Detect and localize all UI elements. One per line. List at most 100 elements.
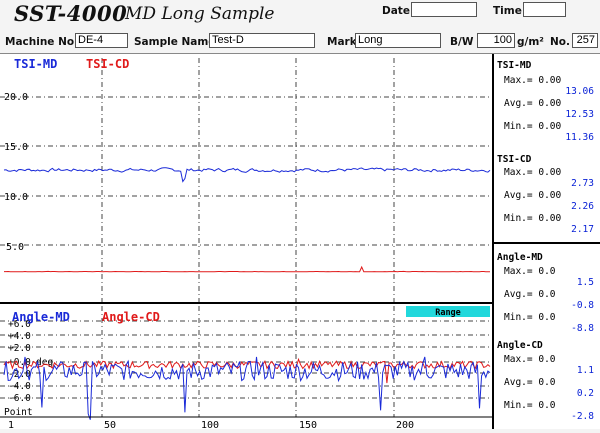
chart-divider — [0, 302, 492, 304]
stats-avg-value: -0.8 — [571, 300, 594, 311]
tsi-md-series-line — [3, 167, 491, 183]
unit-label-deg: deg. — [36, 357, 59, 368]
avg-zero: 0.00 — [538, 98, 562, 109]
stats-max-label: Max.= 0.0 — [504, 354, 556, 365]
stats-sidebar: TSI-MD Max.= 0.00 13.06 Avg.= 0.00 12.53… — [492, 54, 600, 429]
min-label: Min.= — [504, 213, 533, 224]
max-label: Max.= — [504, 167, 533, 178]
max-label: Max.= — [504, 75, 533, 86]
stats-title: TSI-MD — [497, 60, 532, 71]
x-tick-label: 150 — [299, 420, 317, 429]
x-tick-label: 50 — [104, 420, 116, 429]
avg-label: Avg.= — [504, 190, 533, 201]
stats-title: TSI-CD — [497, 154, 532, 165]
stats-max-value: 1.1 — [576, 365, 594, 376]
avg-label: Avg.= — [504, 98, 533, 109]
avg-zero: 0.0 — [538, 289, 556, 300]
stats-angle-cd: Angle-CD Max.= 0.0 1.1 Avg.= 0.0 0.2 Min… — [494, 336, 600, 429]
min-zero: 0.0 — [538, 312, 556, 323]
min-zero: 0.00 — [538, 121, 562, 132]
max-zero: 0.0 — [538, 266, 556, 277]
charts-svg: 20.0 15.0 10.0 5.0 TSI-MD TSI-CD — [0, 57, 492, 431]
upper-ytick-label: 20.0 — [4, 92, 28, 103]
stats-avg-value: 0.2 — [576, 388, 594, 399]
upper-ytick-label: 15.0 — [4, 142, 28, 153]
time-label: Time — [493, 5, 522, 17]
x-tick-label: 100 — [201, 420, 219, 429]
lower-ytick-label: -4.0 — [8, 381, 31, 392]
date-field[interactable] — [411, 2, 477, 17]
upper-ytick-label: 10.0 — [4, 192, 28, 203]
legend-angle-cd: Angle-CD — [102, 310, 160, 324]
max-zero: 0.00 — [538, 75, 562, 86]
angle-md-series-line — [3, 356, 491, 420]
avg-zero: 0.00 — [538, 190, 562, 201]
lower-ytick-label: +2.0 — [8, 343, 31, 354]
legend-tsi-cd: TSI-CD — [86, 57, 129, 71]
lower-ytick-label: +0.0 — [8, 357, 31, 368]
min-label: Min.= — [504, 312, 533, 323]
stats-max-value: 13.06 — [565, 86, 594, 97]
lower-ytick-label: +4.0 — [8, 331, 31, 342]
time-field[interactable] — [523, 2, 566, 17]
min-zero: 0.00 — [538, 213, 562, 224]
stats-avg-label: Avg.= 0.00 — [504, 190, 561, 201]
stats-avg-label: Avg.= 0.00 — [504, 98, 561, 109]
x-axis-label: Point — [4, 407, 33, 418]
max-zero: 0.0 — [538, 354, 556, 365]
min-label: Min.= — [504, 400, 533, 411]
lower-ytick-label: -2.0 — [8, 369, 31, 380]
min-zero: 0.0 — [538, 400, 556, 411]
avg-label: Avg.= — [504, 377, 533, 388]
range-button[interactable]: Range — [406, 306, 490, 318]
stats-min-label: Min.= 0.00 — [504, 213, 561, 224]
machine-no-field[interactable]: DE-4 — [75, 33, 128, 48]
max-label: Max.= — [504, 266, 533, 277]
x-tick-label: 200 — [396, 420, 414, 429]
app-title: SST-4000 — [14, 1, 128, 26]
stats-max-label: Max.= 0.0 — [504, 266, 556, 277]
stats-tsi-md: TSI-MD Max.= 0.00 13.06 Avg.= 0.00 12.53… — [494, 54, 600, 150]
stats-avg-value: 12.53 — [565, 109, 594, 120]
no-field[interactable]: 257 — [572, 33, 598, 48]
header-divider — [0, 53, 600, 54]
stats-avg-value: 2.26 — [571, 201, 594, 212]
lower-ytick-label: +6.0 — [8, 319, 31, 330]
mark-field[interactable]: Long — [355, 33, 441, 48]
max-zero: 0.00 — [538, 167, 562, 178]
range-button-label[interactable]: Range — [435, 308, 461, 318]
range-button-bg[interactable] — [406, 306, 490, 317]
stats-min-value: 2.17 — [571, 224, 594, 235]
mark-label: Mark — [327, 36, 357, 48]
header-bar: SST-4000 MD Long Sample Date Time Machin… — [0, 0, 600, 54]
min-label: Min.= — [504, 121, 533, 132]
x-tick-label: 1 — [8, 420, 14, 429]
stats-angle-md: Angle-MD Max.= 0.0 1.5 Avg.= 0.0 -0.8 Mi… — [494, 244, 600, 336]
stats-title: Angle-CD — [497, 340, 543, 351]
machine-no-label: Machine No. — [5, 36, 79, 48]
stats-min-value: 11.36 — [565, 132, 594, 143]
lower-ytick-label: -6.0 — [8, 393, 31, 404]
stats-max-value: 2.73 — [571, 178, 594, 189]
stats-max-value: 1.5 — [576, 277, 594, 288]
max-label: Max.= — [504, 354, 533, 365]
legend-angle-md: Angle-MD — [12, 310, 70, 324]
stats-max-label: Max.= 0.00 — [504, 75, 561, 86]
chart-area: 20.0 15.0 10.0 5.0 TSI-MD TSI-CD — [0, 54, 492, 431]
sample-name-field[interactable]: Test-D — [209, 33, 315, 48]
sample-name-label: Sample Name — [134, 36, 216, 48]
upper-ytick-label: 5.0 — [6, 242, 24, 253]
stats-min-value: -8.8 — [571, 323, 594, 334]
stats-tsi-cd: TSI-CD Max.= 0.00 2.73 Avg.= 0.00 2.26 M… — [494, 150, 600, 242]
no-label: No. — [550, 36, 570, 48]
stats-max-label: Max.= 0.00 — [504, 167, 561, 178]
legend-tsi-md: TSI-MD — [14, 57, 57, 71]
app-subtitle: MD Long Sample — [125, 4, 275, 24]
stats-min-value: -2.8 — [571, 411, 594, 422]
avg-zero: 0.0 — [538, 377, 556, 388]
stats-min-label: Min.= 0.0 — [504, 312, 556, 323]
bw-label: B/W — [450, 36, 474, 48]
bw-field[interactable]: 100 — [477, 33, 515, 48]
sidebar-divider — [494, 242, 600, 244]
